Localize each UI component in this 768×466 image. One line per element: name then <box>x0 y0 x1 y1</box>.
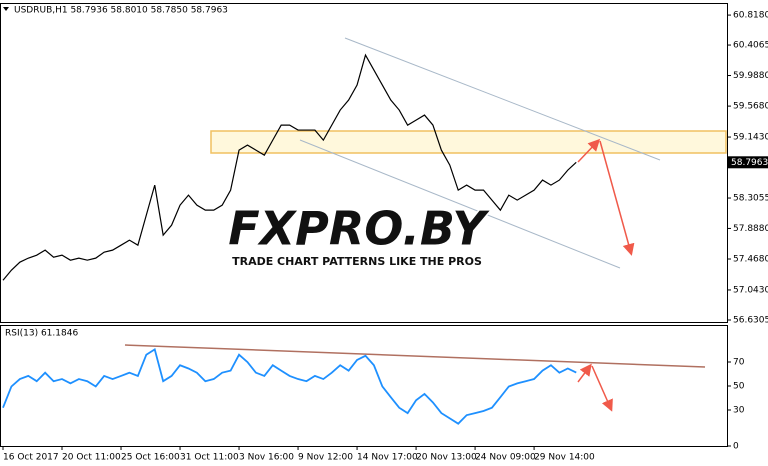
x-tick-label: 9 Nov 12:00 <box>298 453 353 463</box>
rsi-line <box>2 347 577 425</box>
forecast-arrows <box>577 138 635 412</box>
y-tick-label: 56.6305 <box>733 315 768 325</box>
rsi-panel <box>0 325 728 447</box>
y-tick-label: 58.3055 <box>733 194 768 204</box>
y-tick-label: 60.8180 <box>733 11 768 21</box>
channel-lower <box>299 139 621 269</box>
y-tick-label: 50 <box>733 382 745 392</box>
resistance-zone <box>210 130 727 154</box>
price-title: USDRUB,H1 58.7936 58.8010 58.7850 58.796… <box>14 6 228 16</box>
x-tick-label: 25 Oct 16:00 <box>121 453 180 463</box>
watermark-tagline: TRADE CHART PATTERNS LIKE THE PROS <box>232 255 482 268</box>
y-tick-label: 57.8880 <box>733 224 768 234</box>
y-tick-label: 59.9880 <box>733 71 768 81</box>
y-tick-label: 30 <box>733 406 745 416</box>
last-price-box <box>728 156 768 169</box>
x-tick-label: 3 Nov 16:00 <box>239 453 294 463</box>
x-tick-label: 20 Oct 11:00 <box>62 453 121 463</box>
panel-toggle[interactable] <box>3 7 9 11</box>
watermark-logo: FXPRO.BY <box>228 202 490 256</box>
y-tick-label: 70 <box>733 358 745 368</box>
rsi-trendline <box>124 344 706 368</box>
y-tick-label: 59.5680 <box>733 102 768 112</box>
x-tick-label: 14 Nov 17:00 <box>357 453 418 463</box>
y-tick-label: 0 <box>733 442 739 452</box>
rsi-title: RSI(13) 61.1846 <box>5 329 78 339</box>
price-panel <box>0 3 728 323</box>
last-price-label: 58.7963 <box>731 158 768 168</box>
x-tick-label: 29 Nov 14:00 <box>534 453 595 463</box>
y-tick-label: 60.4065 <box>733 41 768 51</box>
channel-upper <box>344 37 661 161</box>
x-tick-label: 24 Nov 09:00 <box>475 453 536 463</box>
x-tick-label: 16 Oct 2017 <box>3 453 59 463</box>
x-tick-label: 20 Nov 13:00 <box>416 453 477 463</box>
y-tick-label: 59.1430 <box>733 133 768 143</box>
y-tick-label: 57.4680 <box>733 255 768 265</box>
x-tick-label: 31 Oct 11:00 <box>180 453 239 463</box>
price-line <box>2 53 577 281</box>
y-tick-label: 57.0430 <box>733 285 768 295</box>
watermark: FXPRO.BY TRADE CHART PATTERNS LIKE THE P… <box>227 200 492 270</box>
